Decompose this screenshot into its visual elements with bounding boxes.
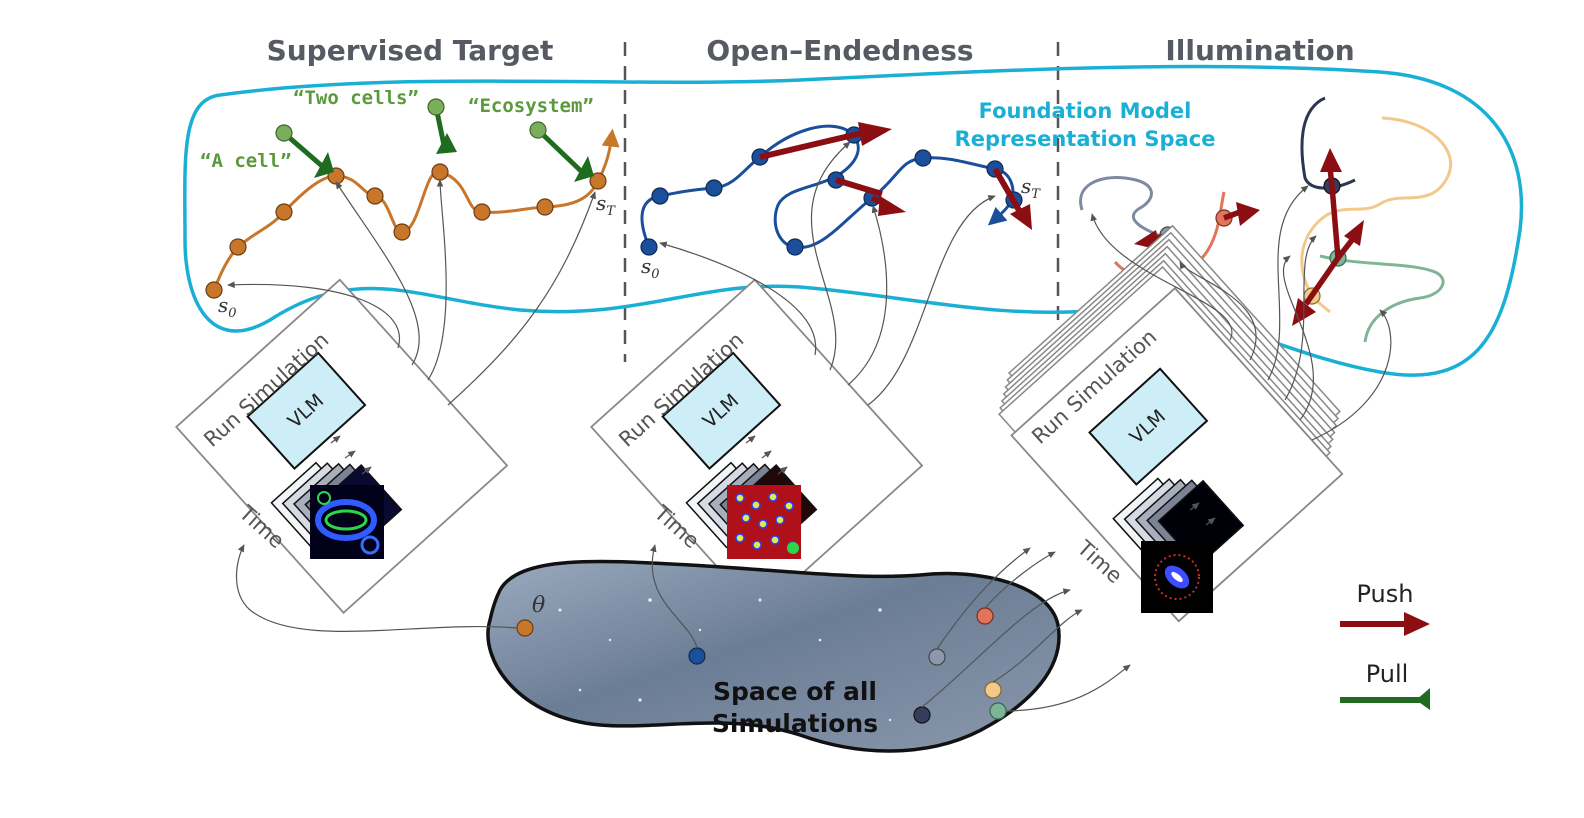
parameter-nodes [516,607,1007,724]
prompt-nodes [275,98,547,142]
vlm-box-right [1088,367,1209,486]
push-arrows-open [759,122,1032,230]
prompt-ecosystem: “Ecosystem” [468,95,594,117]
legend-pull-label: Pull [1366,660,1409,688]
sT-label-open: sT [1021,174,1041,202]
legend-push-label: Push [1357,580,1414,608]
header-open-endedness: Open–Endedness [706,34,973,67]
param-to-card-connectors [236,544,1131,712]
vlm-box-left [246,351,367,471]
prompt-a-cell: “A cell” [200,150,292,172]
space-of-simulations-label-2: Simulations [712,709,878,738]
pull-arrow-icon [1340,688,1430,710]
theta-label: θ [532,593,545,618]
simulation-card-stack-illumination: VLM [998,224,1344,623]
sim-image-left [310,485,384,559]
s0-label-open: s0 [641,254,660,282]
foundation-model-label-2: Representation Space [955,127,1216,151]
header-supervised-target: Supervised Target [267,34,554,67]
header-illumination: Illumination [1165,34,1354,67]
sT-label-supervised: sT [596,191,616,219]
vlm-to-space-connectors [227,141,1392,441]
foundation-model-label-1: Foundation Model [979,99,1192,123]
space-stars [558,598,992,722]
space-of-simulations-label-1: Space of all [713,677,877,706]
supervised-trajectory-nodes [205,163,607,299]
prompt-two-cells: “Two cells” [293,87,419,109]
s0-label-supervised: s0 [218,293,237,321]
push-arrow-icon [1340,612,1430,636]
vlm-box-middle [661,351,782,471]
sim-image-right [1141,541,1213,613]
sim-image-middle [727,485,801,559]
frame-to-vlm-arrows [330,435,1216,526]
